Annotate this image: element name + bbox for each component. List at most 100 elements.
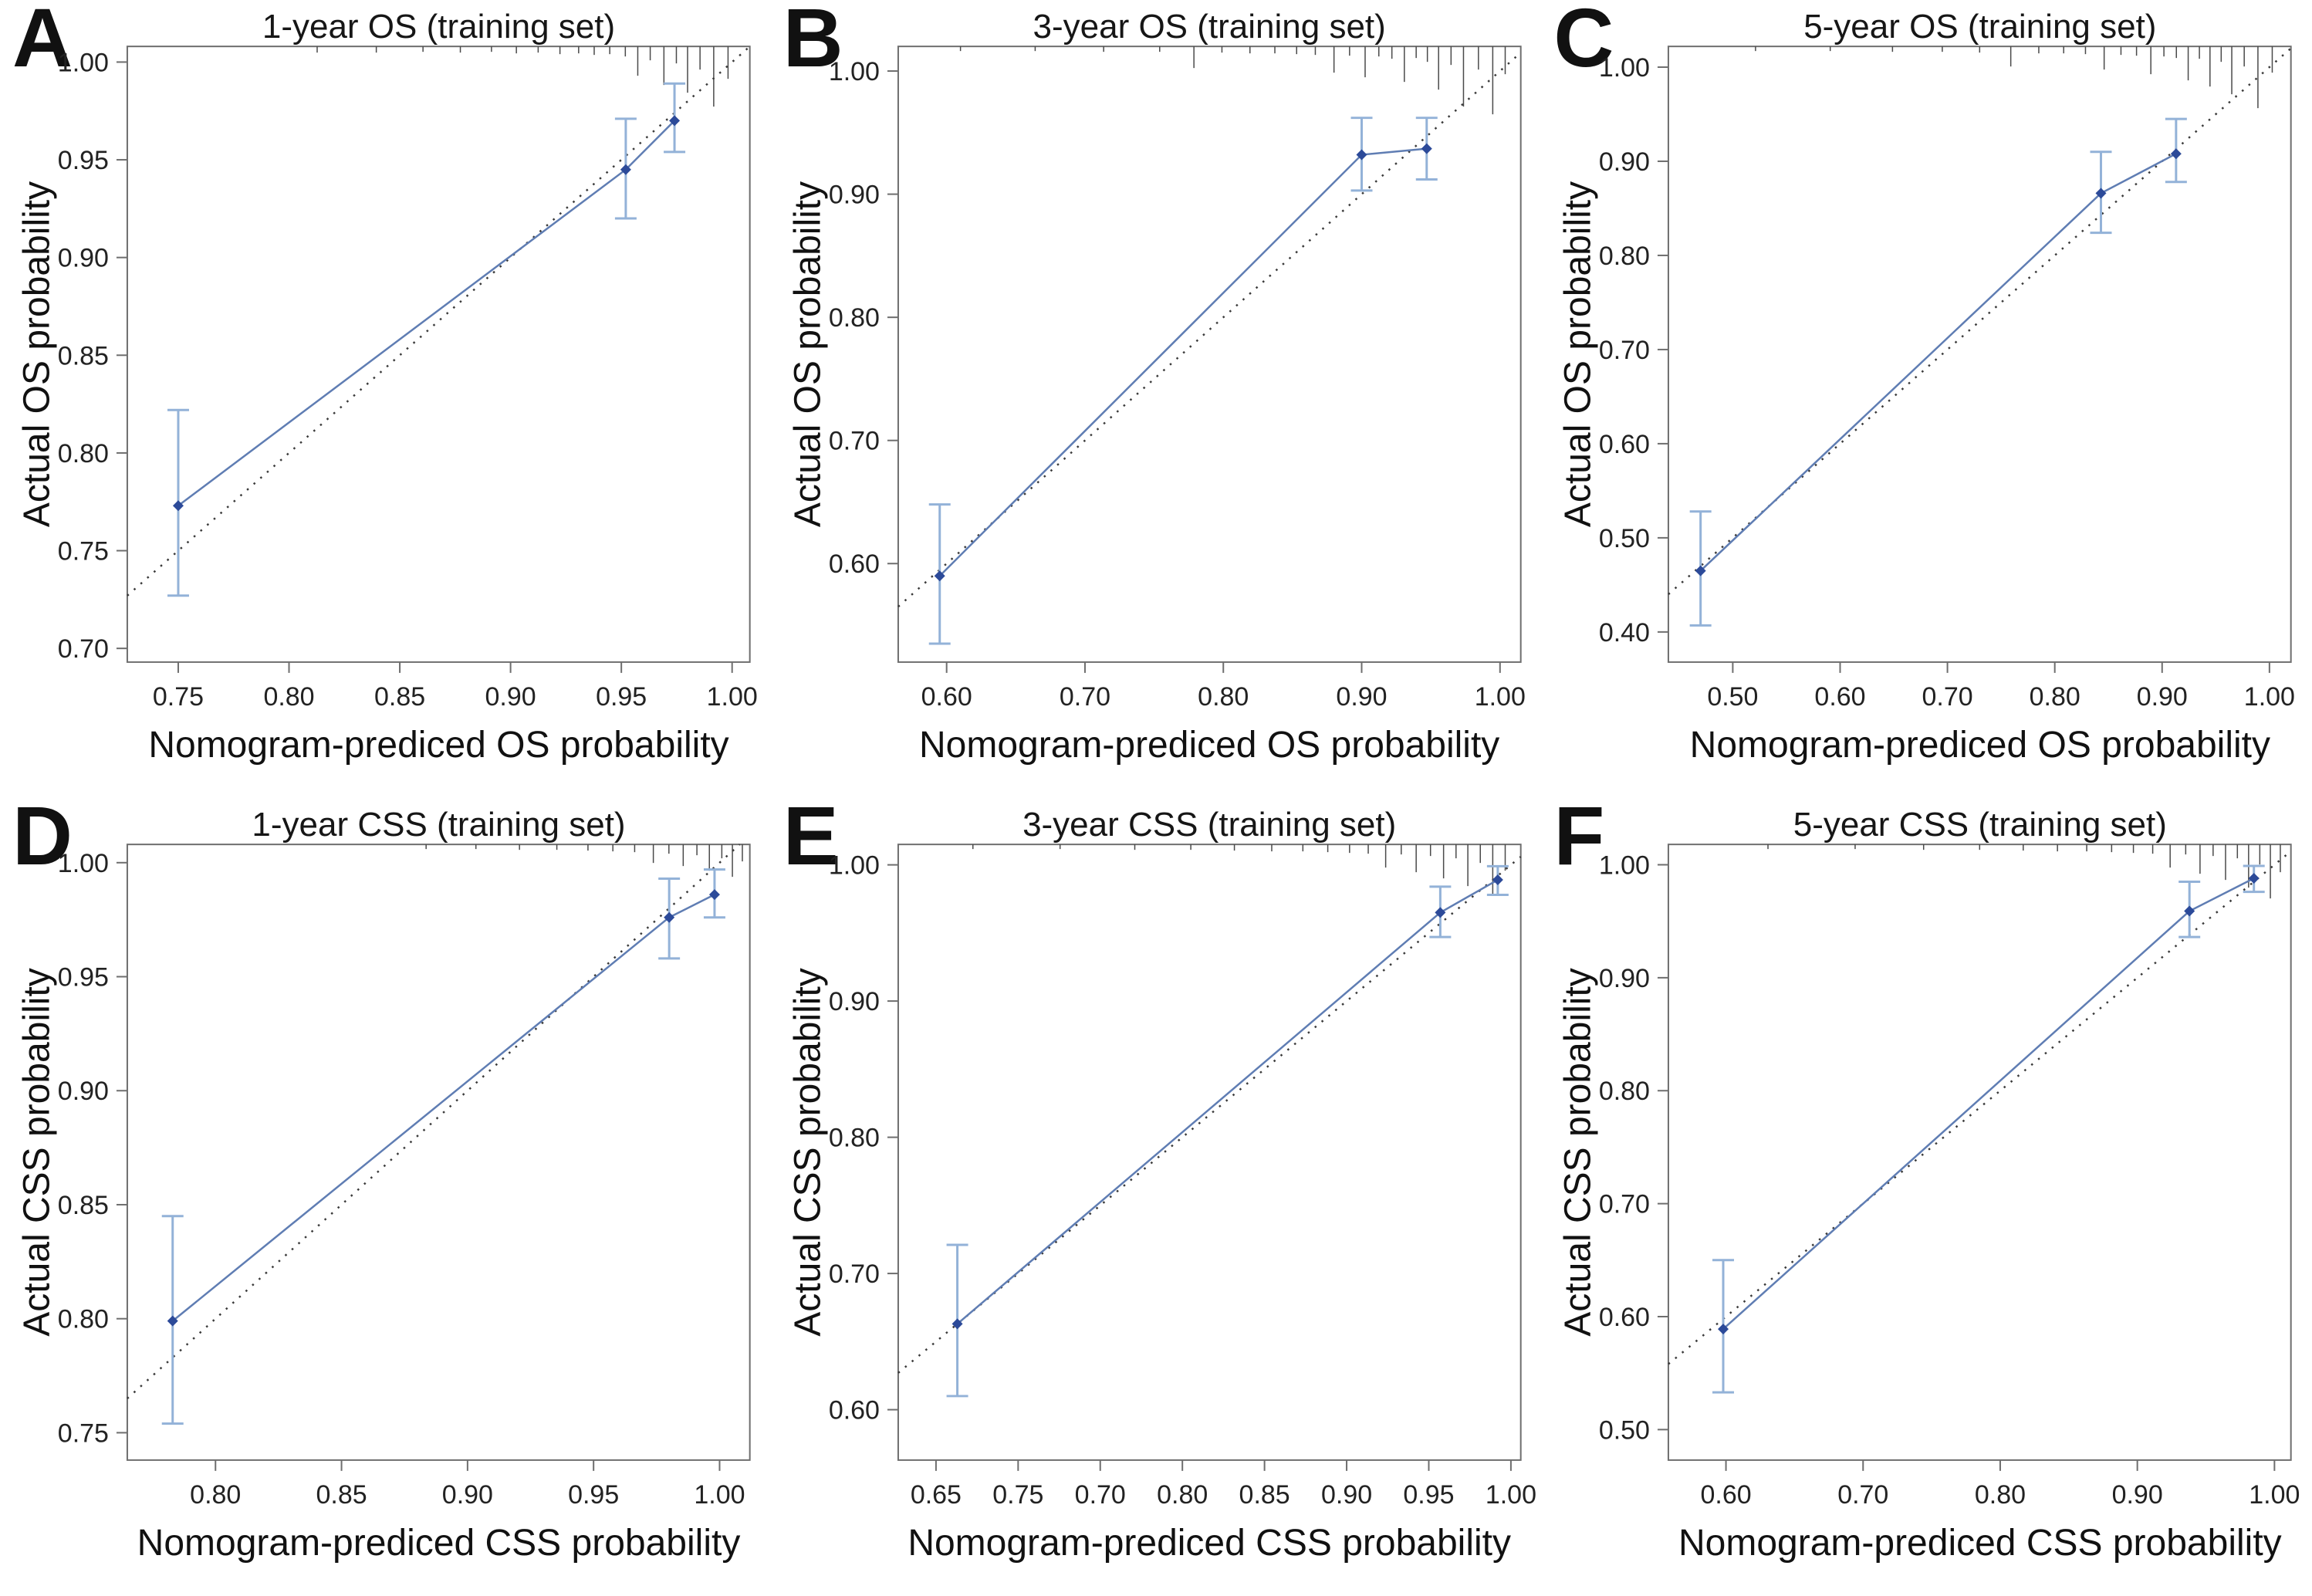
x-tick-label: 0.80	[2030, 682, 2080, 712]
data-point	[1421, 143, 1432, 154]
y-tick-label: 0.90	[828, 987, 879, 1016]
x-tick-label: 1.00	[1474, 682, 1525, 712]
panel-3-year-os: B 3-year OS (training set) Actual OS pro…	[771, 0, 1542, 798]
calibration-chart: 0.60 0.70 0.80 0.90 1.00 0.50 0.60 0.70 0.80 0.90…	[1599, 844, 2300, 1510]
x-axis-label: Nomogram-prediced OS probability	[1689, 725, 2270, 766]
panel-5-year-os: C 5-year OS (training set) Actual OS pro…	[1541, 0, 2312, 798]
chart-title: 1-year CSS (training set)	[252, 806, 626, 844]
x-tick-label: 0.60	[1815, 682, 1866, 712]
x-axis-label: Nomogram-prediced OS probability	[918, 725, 1500, 766]
x-tick-label: 0.90	[1321, 1480, 1372, 1510]
y-tick-label: 0.70	[828, 427, 879, 456]
y-tick-label: 0.40	[1599, 618, 1650, 648]
y-tick-label: 0.95	[58, 146, 109, 175]
x-tick-label: 0.75	[992, 1480, 1043, 1510]
y-tick-label: 0.90	[58, 1077, 109, 1106]
y-tick-label: 0.85	[58, 1191, 109, 1220]
y-tick-label: 0.90	[1599, 964, 1650, 993]
panel-letter: D	[12, 789, 73, 882]
x-tick-label: 0.85	[316, 1480, 367, 1510]
y-tick-label: 0.70	[828, 1260, 879, 1289]
plot-box	[126, 844, 751, 1461]
x-tick-label: 0.80	[1975, 1480, 2026, 1510]
y-tick-label: 0.60	[828, 549, 879, 579]
y-tick-label: 0.60	[1599, 430, 1650, 459]
x-tick-label: 1.00	[2244, 682, 2295, 712]
y-tick-label: 0.95	[58, 963, 109, 992]
y-tick-label: 1.00	[1599, 850, 1650, 880]
x-axis-label: Nomogram-prediced CSS probability	[137, 1523, 741, 1564]
x-tick-label: 0.80	[190, 1480, 241, 1510]
y-tick-label: 0.70	[1599, 336, 1650, 365]
panel-1-year-css: D 1-year CSS (training set) Actual CSS p…	[0, 790, 771, 1596]
data-point	[669, 115, 681, 127]
x-tick-label: 0.85	[1239, 1480, 1290, 1510]
y-tick-label: 0.80	[828, 303, 879, 333]
y-tick-label: 0.80	[1599, 242, 1650, 271]
x-tick-label: 0.95	[1403, 1480, 1454, 1510]
x-tick-label: 0.65	[910, 1480, 961, 1510]
calibration-line	[938, 147, 1427, 577]
x-tick-label: 0.90	[2112, 1480, 2163, 1510]
panel-letter: C	[1553, 0, 1614, 84]
x-tick-label: 0.80	[263, 682, 314, 712]
y-tick-label: 0.80	[58, 1305, 109, 1334]
y-tick-label: 0.85	[58, 341, 109, 370]
y-tick-label: 0.90	[58, 244, 109, 273]
y-tick-label: 1.00	[828, 57, 879, 86]
panel-letter: A	[12, 0, 73, 84]
y-tick-label: 0.50	[1599, 524, 1650, 553]
x-tick-label: 0.75	[153, 682, 204, 712]
plot-box	[897, 844, 1522, 1461]
y-tick-label: 0.90	[1599, 147, 1650, 177]
x-tick-label: 0.90	[442, 1480, 493, 1510]
x-axis-label: Nomogram-prediced OS probability	[148, 725, 729, 766]
x-tick-label: 0.95	[596, 682, 647, 712]
chart-title: 3-year OS (training set)	[1033, 8, 1386, 46]
chart-title: 3-year CSS (training set)	[1022, 806, 1397, 844]
y-tick-label: 0.50	[1599, 1415, 1650, 1445]
identity-line	[1668, 850, 2292, 1365]
x-tick-label: 0.50	[1708, 682, 1759, 712]
y-tick-label: 1.00	[1599, 53, 1650, 83]
calibration-chart: 0.65 0.75 0.70 0.80 0.85 0.90 0.95 1.00 0.60 0.70…	[828, 844, 1536, 1510]
x-tick-label: 0.90	[2137, 682, 2188, 712]
y-tick-label: 0.90	[828, 181, 879, 210]
y-tick-label: 0.80	[1599, 1077, 1650, 1106]
data-point	[1718, 1324, 1729, 1335]
plot-box	[1668, 46, 2293, 663]
x-tick-label: 0.70	[1838, 1480, 1889, 1510]
data-point	[2095, 188, 2107, 199]
plot-box	[126, 46, 751, 663]
data-point	[2184, 905, 2195, 917]
panel-letter: F	[1553, 789, 1605, 882]
x-tick-label: 0.80	[1157, 1480, 1208, 1510]
x-tick-label: 1.00	[707, 682, 758, 712]
x-tick-label: 0.90	[485, 682, 536, 712]
y-tick-label: 1.00	[828, 851, 879, 881]
y-tick-label: 0.60	[828, 1396, 879, 1425]
x-tick-label: 0.70	[1922, 682, 1973, 712]
data-point	[2249, 873, 2260, 884]
data-point	[1356, 149, 1367, 161]
y-tick-label: 0.75	[58, 1418, 109, 1448]
y-tick-label: 0.60	[1599, 1303, 1650, 1332]
chart-title: 5-year CSS (training set)	[1793, 806, 2167, 844]
panel-3-year-css: E 3-year CSS (training set) Actual CSS p…	[771, 790, 1542, 1596]
identity-line	[127, 844, 741, 1400]
y-tick-label: 0.75	[58, 537, 109, 566]
chart-title: 5-year OS (training set)	[1803, 8, 2157, 46]
x-tick-label: 1.00	[2249, 1480, 2300, 1510]
x-axis-label: Nomogram-prediced CSS probability	[908, 1523, 1511, 1564]
calibration-line	[171, 894, 715, 1322]
calibration-chart: 0.50 0.60 0.70 0.80 0.90 1.00 0.40 0.50 0.60 0.70…	[1599, 46, 2295, 712]
y-tick-label: 0.80	[828, 1124, 879, 1153]
identity-line	[127, 46, 751, 597]
data-point	[1492, 874, 1503, 886]
x-tick-label: 0.95	[568, 1480, 619, 1510]
x-tick-label: 1.00	[1486, 1480, 1536, 1510]
x-tick-label: 0.60	[1701, 1480, 1752, 1510]
y-tick-label: 0.70	[58, 634, 109, 664]
calibration-chart: 0.80 0.85 0.90 0.95 1.00 0.75 0.80 0.85 0.90 0.95…	[58, 844, 751, 1510]
